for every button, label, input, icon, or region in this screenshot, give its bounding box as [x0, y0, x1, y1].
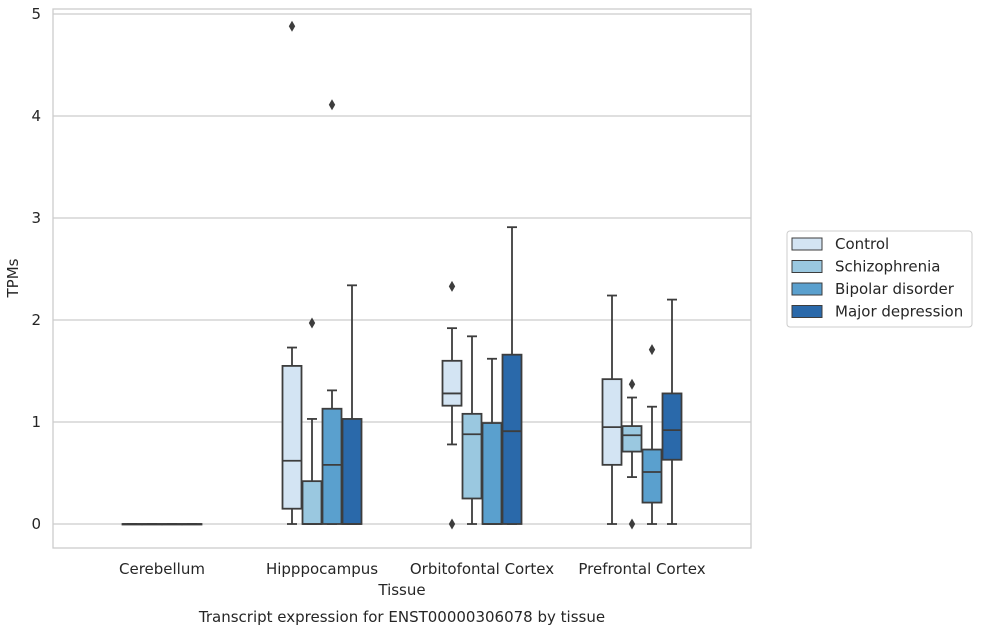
plot-area	[52, 8, 752, 549]
box-3-0	[601, 294, 623, 525]
outlier-point	[448, 280, 456, 292]
chart-caption: Transcript expression for ENST0000030607…	[198, 608, 605, 626]
box-0-1	[141, 523, 163, 526]
legend-label: Control	[835, 235, 889, 253]
legend-swatch	[791, 282, 823, 296]
box-body	[461, 412, 483, 500]
outlier-point	[648, 344, 656, 356]
box-1-3	[341, 284, 363, 525]
y-tick-label: 1	[31, 413, 41, 431]
box-2-0	[441, 280, 463, 530]
box-body	[621, 425, 643, 453]
box-0-2	[161, 523, 183, 526]
box-body	[441, 359, 463, 407]
legend-swatch	[791, 260, 823, 273]
box-1-0	[281, 20, 303, 525]
legend-swatch	[791, 237, 823, 251]
box-2-1	[461, 335, 483, 525]
x-tick-label: Hipppocampus	[266, 560, 378, 578]
y-axis-label: TPMs	[4, 258, 22, 298]
box-body	[501, 353, 523, 525]
legend-swatch	[791, 305, 823, 318]
y-tick-label: 0	[31, 515, 41, 533]
x-tick-label: Orbitofontal Cortex	[410, 560, 554, 578]
outlier-point	[328, 99, 336, 111]
x-tick-label: Cerebellum	[119, 560, 205, 578]
outlier-point	[628, 518, 636, 530]
box-body	[661, 392, 683, 461]
outlier-point	[628, 378, 636, 390]
legend-label: Major depression	[835, 303, 963, 321]
legend: Control Schizophrenia Bipolar disorder Majo…	[786, 230, 973, 328]
box-0-3	[181, 523, 203, 526]
box-body	[281, 364, 303, 510]
y-tick-labels: 0 1 2 3 4 5	[31, 5, 41, 533]
boxes	[121, 20, 683, 530]
box-1-2	[321, 99, 343, 525]
box-3-2	[641, 344, 663, 525]
box-2-3	[501, 226, 523, 525]
box-2-2	[481, 357, 503, 525]
legend-label: Bipolar disorder	[835, 280, 955, 298]
x-tick-label: Prefrontal Cortex	[578, 560, 705, 578]
x-axis-label: Tissue	[377, 581, 425, 599]
y-tick-label: 2	[31, 311, 41, 329]
legend-label: Schizophrenia	[835, 258, 940, 276]
box-3-3	[661, 298, 683, 525]
outlier-point	[448, 518, 456, 530]
box-body	[301, 480, 323, 525]
x-tick-labels: Cerebellum Hipppocampus Orbitofontal Corte…	[119, 560, 706, 578]
box-body	[481, 422, 503, 525]
box-body	[641, 448, 663, 504]
box-body	[601, 378, 623, 466]
y-tick-label: 5	[31, 5, 41, 23]
outlier-point	[308, 317, 316, 329]
box-body	[321, 407, 343, 525]
box-0-0	[121, 523, 143, 526]
y-tick-label: 3	[31, 209, 41, 227]
box-body	[341, 418, 363, 525]
box-1-1	[301, 317, 323, 525]
box-3-1	[621, 378, 643, 530]
y-tick-label: 4	[31, 107, 41, 125]
outlier-point	[288, 20, 296, 32]
legend-frame	[786, 230, 973, 328]
